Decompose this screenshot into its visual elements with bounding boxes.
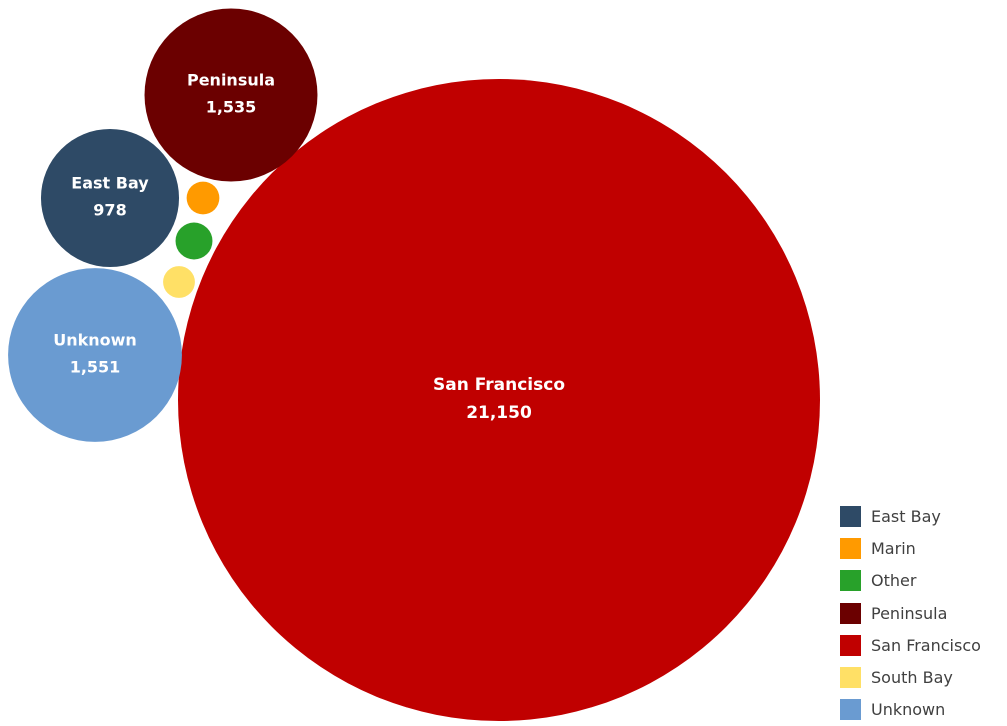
legend-label-east-bay: East Bay [871,506,941,526]
bubble-peninsula[interactable] [144,8,318,182]
legend-item-san-francisco[interactable]: San Francisco [840,629,1007,661]
bubble-east-bay[interactable] [40,128,180,268]
bubble-value-san-francisco: 21,150 [466,403,532,423]
legend-item-peninsula[interactable]: Peninsula [840,597,1007,629]
bubble-other[interactable] [175,222,213,260]
chart-legend: East Bay Marin Other Peninsula San Francisco… [840,500,1007,726]
bubble-marin[interactable] [186,181,220,215]
legend-label-other: Other [871,571,917,591]
legend-label-marin: Marin [871,538,916,558]
legend-swatch-peninsula [840,602,861,624]
bubble-label-unknown: Unknown [53,331,137,350]
bubble-label-east-bay: East Bay [71,174,149,193]
bubble-label-peninsula: Peninsula [187,71,275,90]
legend-label-san-francisco: San Francisco [871,635,981,655]
bubble-value-peninsula: 1,535 [206,98,257,117]
legend-label-south-bay: South Bay [871,668,953,688]
legend-swatch-south-bay [840,667,861,689]
legend-item-marin[interactable]: Marin [840,532,1007,564]
legend-swatch-other [840,570,861,592]
bubble-unknown[interactable] [8,268,182,442]
legend-swatch-unknown [840,699,861,721]
bubble-value-unknown: 1,551 [70,358,121,377]
legend-item-south-bay[interactable]: South Bay [840,661,1007,693]
legend-swatch-san-francisco [840,634,861,656]
bubble-value-east-bay: 978 [93,201,126,220]
legend-label-peninsula: Peninsula [871,603,948,623]
legend-label-unknown: Unknown [871,700,946,720]
legend-swatch-marin [840,537,861,559]
legend-item-other[interactable]: Other [840,565,1007,597]
bubble-san-francisco[interactable] [178,79,820,721]
bubble-south-bay[interactable] [163,266,195,298]
legend-swatch-east-bay [840,505,861,527]
legend-item-unknown[interactable]: Unknown [840,694,1007,726]
legend-item-east-bay[interactable]: East Bay [840,500,1007,532]
bubble-label-san-francisco: San Francisco [433,375,565,395]
